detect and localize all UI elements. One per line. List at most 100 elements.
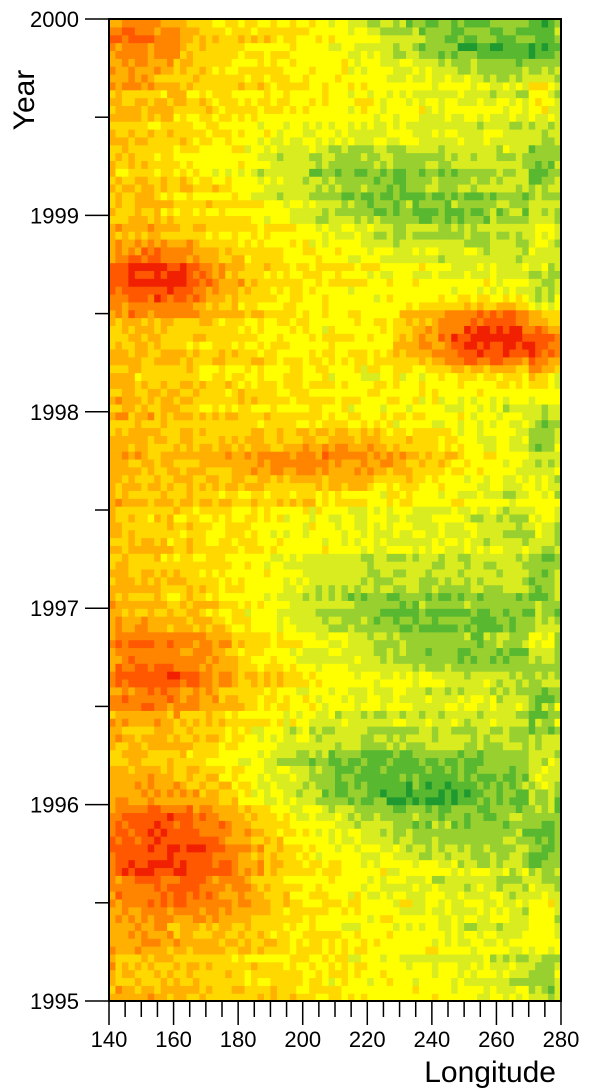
heatmap-cell [212, 592, 220, 601]
heatmap-cell [347, 482, 355, 491]
heatmap-cell [309, 545, 317, 554]
heatmap-cell [173, 836, 181, 845]
heatmap-cell [167, 946, 175, 955]
heatmap-cell [373, 820, 381, 829]
heatmap-cell [270, 521, 278, 531]
heatmap-cell [109, 678, 117, 688]
heatmap-cell [444, 757, 452, 766]
heatmap-cell [212, 733, 220, 743]
heatmap-cell [535, 993, 543, 1002]
heatmap-cell [535, 592, 543, 601]
heatmap-cell [205, 773, 213, 782]
heatmap-cell [205, 914, 213, 924]
heatmap-cell [128, 702, 136, 711]
heatmap-cell [548, 616, 556, 625]
heatmap-cell [160, 498, 168, 507]
heatmap-cell [244, 741, 252, 751]
heatmap-cell [335, 616, 343, 625]
heatmap-cell [477, 482, 485, 491]
heatmap-cell [276, 977, 284, 986]
heatmap-cell [276, 749, 284, 759]
heatmap-cell [502, 592, 510, 601]
heatmap-cell [218, 749, 226, 759]
heatmap-cell [335, 694, 343, 704]
heatmap-cell [496, 757, 504, 766]
heatmap-cell [464, 474, 472, 484]
heatmap-cell [141, 906, 149, 916]
heatmap-cell [541, 498, 549, 507]
heatmap-cell [489, 608, 498, 617]
heatmap-cell [451, 851, 459, 861]
heatmap-cell [225, 498, 233, 507]
heatmap-cell [483, 482, 491, 491]
heatmap-cell [263, 639, 272, 649]
heatmap-cell [477, 749, 485, 759]
heatmap-cell [192, 710, 200, 719]
heatmap-cell [457, 788, 465, 798]
heatmap-cell [309, 584, 317, 594]
heatmap-cell [489, 490, 498, 499]
heatmap-cell [406, 710, 414, 719]
heatmap-cell [328, 781, 336, 790]
heatmap-cell [199, 812, 207, 821]
heatmap-cell [393, 600, 401, 609]
heatmap-cell [231, 576, 239, 586]
heatmap-cell [399, 506, 407, 515]
heatmap-cell [199, 498, 207, 507]
heatmap-cell [302, 553, 310, 562]
heatmap-cell [341, 788, 349, 798]
heatmap-cell [302, 859, 310, 869]
heatmap-cell [218, 553, 226, 562]
heatmap-cell [238, 498, 246, 507]
heatmap-cell [425, 891, 433, 900]
heatmap-cell [173, 592, 181, 601]
heatmap-cell [309, 576, 317, 586]
heatmap-cell [296, 678, 304, 688]
heatmap-cell [192, 568, 200, 578]
heatmap-cell [238, 474, 246, 484]
heatmap-cell [341, 733, 349, 743]
heatmap-cell [141, 663, 149, 672]
heatmap-cell [431, 875, 439, 884]
heatmap-cell [231, 631, 239, 641]
heatmap-cell [548, 451, 556, 460]
heatmap-cell [328, 506, 336, 515]
heatmap-cell [386, 851, 394, 861]
heatmap-cell [522, 655, 530, 664]
heatmap-cell [477, 867, 485, 876]
heatmap-cell [380, 851, 388, 861]
heatmap-cell [322, 443, 330, 452]
heatmap-cell [160, 623, 168, 633]
heatmap-cell [109, 663, 117, 672]
heatmap-cell [147, 930, 155, 939]
heatmap-cell [315, 702, 323, 711]
heatmap-cell [399, 946, 407, 955]
heatmap-cell [457, 568, 465, 578]
heatmap-cell [186, 946, 194, 955]
heatmap-cell [380, 576, 388, 586]
heatmap-cell [393, 576, 401, 586]
heatmap-cell [283, 616, 291, 625]
heatmap-cell [489, 914, 498, 924]
heatmap-cell [109, 836, 117, 845]
heatmap-cell [335, 568, 343, 578]
heatmap-cell [115, 702, 123, 711]
heatmap-cell [509, 993, 517, 1002]
heatmap-cell [322, 647, 330, 656]
heatmap-cell [509, 702, 517, 711]
heatmap-cell [205, 836, 213, 845]
heatmap-cell [554, 859, 562, 869]
heatmap-cell [477, 804, 485, 814]
heatmap-cell [457, 804, 465, 814]
heatmap-cell [444, 985, 452, 994]
heatmap-cell [167, 993, 175, 1002]
heatmap-cell [464, 623, 472, 633]
heatmap-cell [154, 631, 162, 641]
heatmap-cell [451, 537, 459, 546]
heatmap-cell [296, 498, 304, 507]
heatmap-cell [360, 914, 368, 924]
heatmap-cell [231, 561, 239, 570]
heatmap-cell [496, 474, 504, 484]
heatmap-cell [141, 961, 149, 971]
heatmap-cell [263, 812, 272, 821]
